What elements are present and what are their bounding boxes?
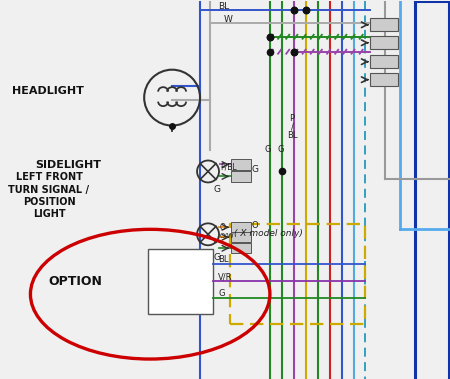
- Text: G: G: [213, 253, 220, 262]
- Text: BL: BL: [218, 2, 229, 11]
- Bar: [370, 18, 398, 31]
- Bar: [231, 160, 251, 171]
- Bar: [370, 55, 398, 68]
- Text: BL: BL: [218, 255, 229, 264]
- Text: P
/
BL: P / BL: [287, 114, 297, 139]
- Bar: [231, 232, 251, 242]
- Text: V/R: V/R: [218, 272, 233, 281]
- Text: G: G: [218, 289, 225, 298]
- Text: G: G: [252, 166, 259, 174]
- Text: W: W: [224, 15, 233, 24]
- Bar: [231, 171, 251, 182]
- Bar: [231, 243, 251, 253]
- Bar: [370, 36, 398, 49]
- Bar: [148, 249, 213, 314]
- Text: ( X model only): ( X model only): [234, 229, 303, 238]
- Text: O: O: [252, 221, 259, 230]
- Bar: [231, 222, 251, 232]
- Text: OPTION: OPTION: [49, 275, 102, 288]
- Text: HEADLIGHT: HEADLIGHT: [13, 86, 84, 96]
- Text: LEFT FRONT
TURN SIGNAL /
POSITION
LIGHT: LEFT FRONT TURN SIGNAL / POSITION LIGHT: [9, 172, 90, 219]
- Text: G: G: [278, 144, 284, 153]
- Text: SIDELIGHT: SIDELIGHT: [36, 160, 101, 171]
- Bar: [370, 73, 398, 86]
- Text: O: O: [220, 223, 226, 232]
- Text: G: G: [213, 185, 220, 194]
- Text: G: G: [265, 144, 271, 153]
- Text: O/W: O/W: [220, 233, 234, 239]
- Text: P/BL: P/BL: [220, 163, 237, 171]
